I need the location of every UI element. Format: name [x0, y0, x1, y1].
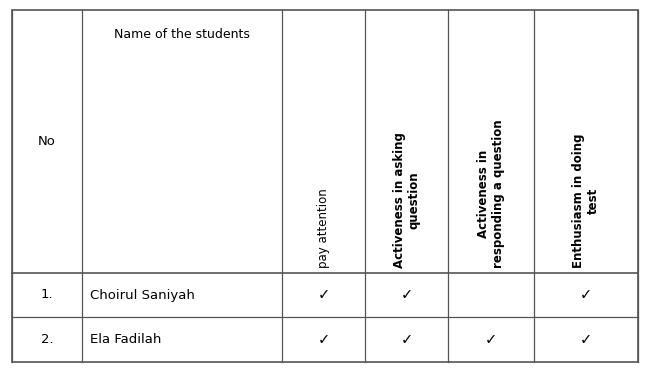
Text: pay attention: pay attention — [317, 188, 330, 268]
Text: ✓: ✓ — [485, 332, 497, 347]
Text: ✓: ✓ — [317, 288, 330, 302]
Text: Name of the students: Name of the students — [114, 28, 250, 41]
Text: Activeness in
responding a question: Activeness in responding a question — [477, 119, 505, 268]
Text: Ela Fadilah: Ela Fadilah — [90, 333, 161, 346]
Text: Activeness in asking
question: Activeness in asking question — [393, 132, 421, 268]
Text: 2.: 2. — [41, 333, 53, 346]
Text: ✓: ✓ — [400, 288, 413, 302]
Text: ✓: ✓ — [400, 332, 413, 347]
Text: No: No — [38, 135, 56, 148]
Text: ✓: ✓ — [317, 332, 330, 347]
Text: Enthusiasm in doing
test: Enthusiasm in doing test — [572, 134, 600, 268]
Text: ✓: ✓ — [580, 332, 592, 347]
Text: ✓: ✓ — [580, 288, 592, 302]
Text: Choirul Saniyah: Choirul Saniyah — [90, 289, 195, 301]
Text: 1.: 1. — [41, 289, 53, 301]
